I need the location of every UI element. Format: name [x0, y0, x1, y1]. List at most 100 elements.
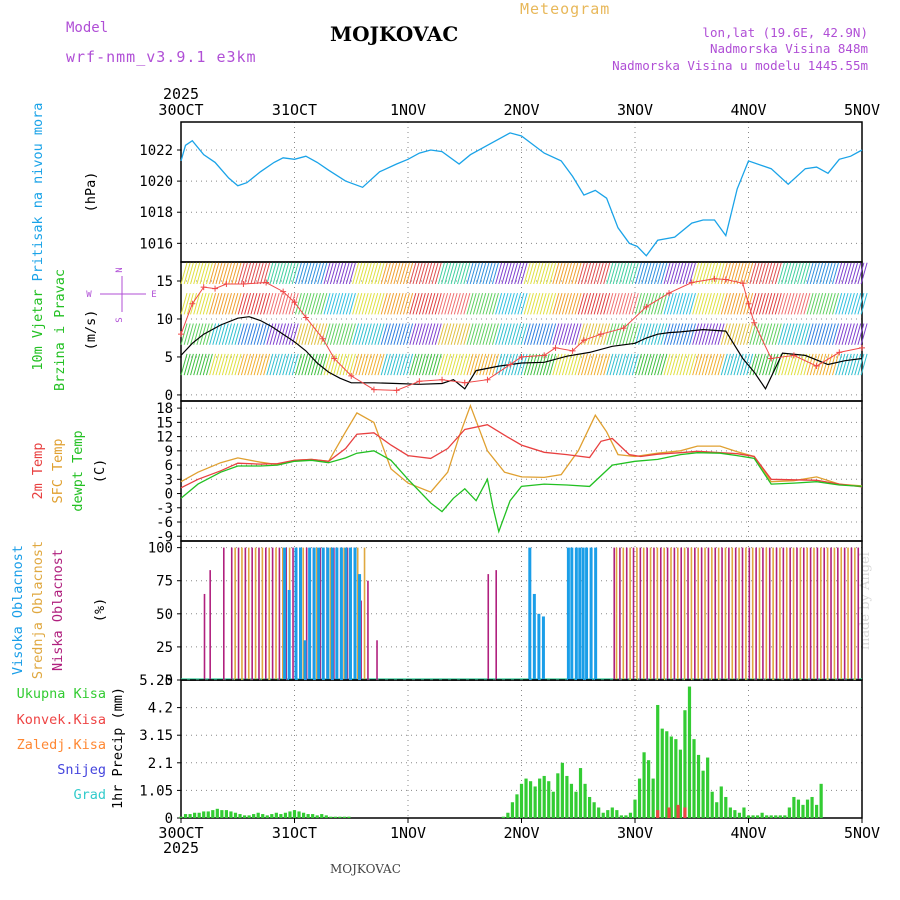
wind-barb: [240, 293, 248, 315]
cloud-bar: [303, 640, 307, 680]
wind-barb: [517, 353, 525, 376]
wind-barb: [606, 262, 614, 285]
wind-barb: [781, 323, 789, 345]
wind-barb: [444, 262, 452, 285]
wind-barb: [625, 262, 633, 285]
precip-bar: [179, 816, 183, 818]
wind-barb: [574, 353, 582, 376]
wind-barb: [336, 293, 344, 315]
x-tick-label-bottom: 3NOV: [617, 824, 653, 842]
wind-barb: [517, 293, 525, 315]
cloud-bar: [799, 547, 802, 680]
cloud-bar: [765, 547, 768, 680]
wind-barb: [476, 262, 484, 285]
wind-barb: [390, 323, 398, 345]
wind-barb: [469, 262, 477, 285]
wind-barb: [339, 353, 347, 376]
wind-barb: [447, 353, 455, 376]
gust-marker: [189, 300, 196, 307]
precip-bar: [692, 739, 696, 818]
wind-barb: [685, 323, 693, 345]
wind-barb: [812, 293, 820, 315]
wind-barb: [577, 293, 585, 315]
precip-bar: [252, 814, 256, 818]
wind-barb: [488, 323, 496, 345]
wind-barb: [183, 353, 191, 376]
wind-barb: [212, 293, 220, 315]
wind-barb: [250, 323, 258, 345]
wind-barb: [606, 353, 614, 376]
wind-barb: [736, 262, 744, 285]
wind-barb: [835, 293, 843, 315]
cloud-bar: [251, 547, 253, 680]
precip-bar: [733, 810, 737, 818]
wind-barb: [615, 262, 623, 285]
wind-barb: [399, 323, 407, 345]
precip-bar: [592, 802, 596, 818]
wind-barb: [841, 262, 849, 285]
wind-barb: [447, 293, 455, 315]
precip-bar: [610, 807, 614, 818]
wind-barb: [355, 293, 363, 315]
wind-barb: [781, 293, 789, 315]
cloud-bar: [348, 547, 352, 680]
cloud-bar: [659, 547, 662, 680]
wind-barb: [298, 323, 306, 345]
wind-barb: [784, 353, 792, 376]
wind-barb: [463, 353, 471, 376]
wind-barb: [221, 353, 229, 376]
wind-barb: [752, 293, 760, 315]
wind-barb: [596, 293, 604, 315]
cloud-bar: [335, 547, 339, 680]
wind-barb: [199, 293, 207, 315]
wind-barb: [209, 323, 217, 345]
wind-barb: [406, 293, 414, 315]
wind-barb: [619, 262, 627, 285]
wind-barb: [615, 353, 623, 376]
wind-barb: [237, 293, 245, 315]
wind-barb: [374, 293, 382, 315]
wind-barb: [558, 323, 566, 345]
wind-barb: [701, 293, 709, 315]
wind-barb: [800, 323, 808, 345]
precip-bar: [211, 810, 215, 818]
cloud-bar: [738, 547, 740, 680]
cloud-bar: [843, 547, 846, 680]
precip-bar: [801, 804, 805, 818]
y-tick-label: 0: [165, 487, 173, 503]
wind-barb: [793, 323, 801, 345]
wind-barb: [313, 353, 321, 376]
wind-barb: [412, 323, 420, 345]
wind-barb: [393, 262, 401, 285]
wind-barb: [285, 323, 293, 345]
x-tick-label-top: 31OCT: [272, 101, 317, 119]
wind-barb: [545, 323, 553, 345]
meteogram-title: Meteogram: [520, 0, 611, 18]
precip-bar: [288, 811, 292, 818]
precip-bar: [742, 807, 746, 818]
wind-barb: [673, 262, 681, 285]
wind-barb: [317, 293, 325, 315]
precip-bar: [542, 775, 546, 818]
precip-legend-1: Konvek.Kisa: [17, 712, 106, 728]
cloud-bar: [299, 547, 303, 680]
wind-barb: [565, 323, 573, 345]
wind-barb: [476, 353, 484, 376]
wind-barb: [530, 262, 538, 285]
cloud-bar: [772, 547, 774, 680]
wind-barb: [549, 293, 557, 315]
wind-barb: [520, 293, 528, 315]
wind-barb: [654, 293, 662, 315]
temp2m-line: [180, 424, 863, 489]
wind-barb: [688, 323, 696, 345]
precip-bar: [524, 778, 528, 818]
wind-barb: [310, 323, 318, 345]
precip-bar: [683, 710, 687, 818]
wind-barb: [727, 353, 735, 376]
wind-barb: [418, 293, 426, 315]
wind-barb: [387, 262, 395, 285]
cloud-bar: [632, 547, 635, 680]
wind-barb: [533, 353, 541, 376]
wind-barb: [374, 353, 382, 376]
wind-barb: [854, 323, 862, 345]
